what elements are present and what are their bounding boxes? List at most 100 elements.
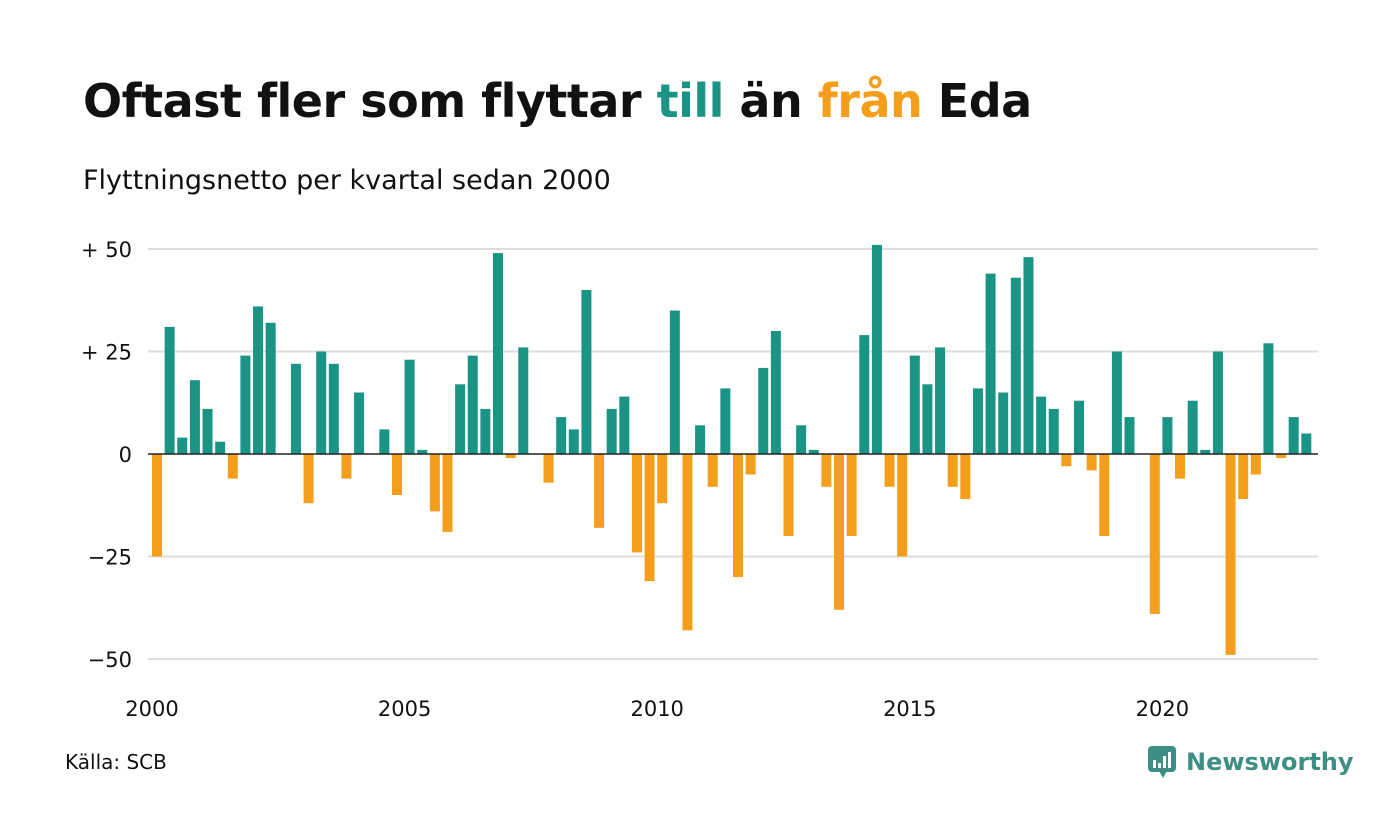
- bar-positive: [808, 449, 819, 454]
- title-part-1: Oftast fler som flyttar: [83, 74, 657, 128]
- bar-positive: [354, 392, 365, 454]
- bar-negative: [745, 454, 756, 475]
- bar-negative: [1238, 454, 1249, 500]
- bar-positive: [417, 449, 428, 454]
- newsworthy-icon: [1148, 746, 1176, 778]
- y-tick-label: + 50: [81, 238, 132, 262]
- bars: [152, 244, 1312, 655]
- x-tick-label: 2005: [378, 697, 431, 721]
- bar-positive: [985, 273, 996, 454]
- bar-negative: [1276, 454, 1287, 459]
- bar-positive: [935, 347, 946, 454]
- y-tick-label: + 25: [81, 341, 132, 365]
- bar-positive: [467, 355, 478, 454]
- bar-positive: [253, 306, 264, 454]
- bar-positive: [770, 331, 781, 454]
- bar-positive: [669, 310, 680, 454]
- bar-positive: [215, 441, 226, 454]
- chart-title: Oftast fler som flyttar till än från Eda: [83, 74, 1032, 128]
- bar-positive: [998, 392, 1009, 454]
- bar-positive: [1162, 417, 1173, 454]
- bar-positive: [177, 437, 188, 454]
- bar-negative: [442, 454, 453, 532]
- bar-negative: [505, 454, 516, 459]
- bar-positive: [972, 388, 983, 454]
- bar-negative: [834, 454, 845, 610]
- bar-positive: [265, 322, 276, 454]
- bar-positive: [1301, 433, 1312, 454]
- bar-positive: [1111, 351, 1122, 454]
- title-fran: från: [817, 74, 923, 128]
- bar-positive: [556, 417, 567, 454]
- bar-positive: [202, 408, 213, 454]
- bar-negative: [1149, 454, 1160, 614]
- y-tick-label: 0: [119, 443, 132, 467]
- bar-positive: [164, 326, 175, 454]
- bar-negative: [732, 454, 743, 577]
- bar-negative: [884, 454, 895, 487]
- bar-positive: [1288, 417, 1299, 454]
- bar-negative: [682, 454, 693, 631]
- bar-positive: [518, 347, 529, 454]
- bar-positive: [619, 396, 630, 454]
- bar-negative: [1099, 454, 1110, 536]
- bar-positive: [568, 429, 579, 454]
- x-tick-label: 2015: [883, 697, 936, 721]
- bar-positive: [455, 384, 466, 454]
- x-tick-label: 2000: [125, 697, 178, 721]
- bar-positive: [493, 253, 504, 454]
- bar-negative: [960, 454, 971, 500]
- bar-positive: [1212, 351, 1223, 454]
- bar-positive: [581, 290, 592, 454]
- bar-positive: [859, 335, 870, 454]
- bar-positive: [1073, 400, 1084, 454]
- bar-positive: [1048, 408, 1059, 454]
- bar-negative: [543, 454, 554, 483]
- bar-negative: [594, 454, 605, 528]
- x-tick-label: 2010: [630, 697, 683, 721]
- x-tick-label: 2020: [1136, 697, 1189, 721]
- bar-positive: [606, 408, 617, 454]
- y-tick-label: −50: [88, 648, 132, 672]
- bar-negative: [631, 454, 642, 553]
- chart-subtitle: Flyttningsnetto per kvartal sedan 2000: [83, 165, 611, 196]
- bar-negative: [152, 454, 162, 557]
- bar-positive: [328, 363, 339, 454]
- bar-positive: [189, 380, 200, 454]
- bar-negative: [1175, 454, 1186, 479]
- bar-positive: [720, 388, 731, 454]
- bar-positive: [1010, 277, 1021, 454]
- bar-positive: [404, 359, 415, 454]
- y-tick-label: −25: [88, 546, 132, 570]
- bar-negative: [1225, 454, 1236, 655]
- bar-negative: [227, 454, 238, 479]
- bar-positive: [871, 244, 882, 454]
- bar-positive: [1263, 343, 1274, 454]
- newsworthy-logo[interactable]: Newsworthy: [1148, 744, 1354, 780]
- bar-negative: [707, 454, 718, 487]
- bar-positive: [695, 425, 706, 454]
- bar-negative: [897, 454, 908, 557]
- bar-negative: [947, 454, 958, 487]
- bar-negative: [1061, 454, 1072, 467]
- bar-positive: [1200, 449, 1211, 454]
- bar-negative: [1086, 454, 1097, 471]
- bar-negative: [846, 454, 857, 536]
- bar-negative: [783, 454, 794, 536]
- bar-positive: [1036, 396, 1047, 454]
- bar-negative: [391, 454, 402, 495]
- axes: + 50 + 25 0 −25 −50 2000 2005 2010 2015 2020: [81, 238, 1318, 721]
- title-mid: än: [723, 74, 818, 128]
- bar-positive: [1187, 400, 1198, 454]
- bar-positive: [379, 429, 390, 454]
- bar-positive: [758, 367, 769, 454]
- title-till: till: [656, 74, 725, 128]
- bar-positive: [316, 351, 327, 454]
- bar-negative: [429, 454, 440, 512]
- bar-positive: [909, 355, 920, 454]
- bar-positive: [240, 355, 251, 454]
- bar-positive: [796, 425, 807, 454]
- bar-negative: [821, 454, 832, 487]
- bar-positive: [1023, 257, 1034, 454]
